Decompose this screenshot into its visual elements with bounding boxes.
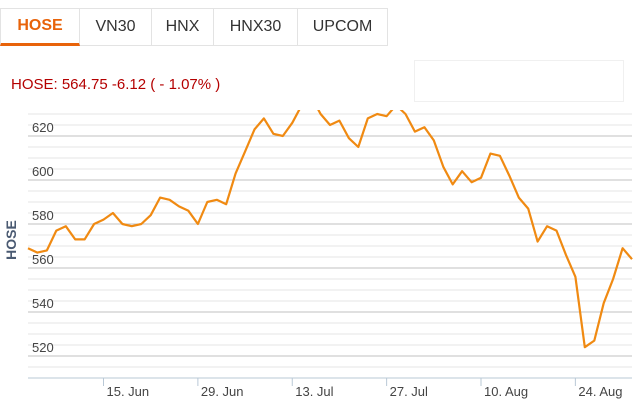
x-tick-label: 13. Jul [295,384,333,399]
y-tick-label: 560 [32,252,54,267]
y-tick-label: 520 [32,340,54,355]
tab-vn30[interactable]: VN30 [80,8,152,46]
x-tick-label: 10. Aug [484,384,528,399]
y-tick-label: 580 [32,208,54,223]
tab-upcom[interactable]: UPCOM [298,8,388,46]
tab-hnx[interactable]: HNX [152,8,214,46]
index-tabs: HOSE VN30 HNX HNX30 UPCOM [0,8,388,48]
x-tick-label: 29. Jun [201,384,244,399]
x-tick-label: 27. Jul [390,384,428,399]
tab-hose[interactable]: HOSE [0,8,80,46]
x-tick-label: 15. Jun [107,384,150,399]
y-tick-label: 540 [32,296,54,311]
series-line-hose [27,110,633,349]
index-summary: HOSE: 564.75 -6.12 ( - 1.07% ) [11,76,221,93]
blank-panel [414,60,624,102]
y-tick-label: 600 [32,164,54,179]
y-axis-title: HOSE [3,220,19,260]
x-tick-label: 24. Aug [578,384,622,399]
tab-hnx30[interactable]: HNX30 [214,8,298,46]
index-line-chart: 520 540 560 580 600 620 15. Jun 29. Jun 13. Jul 2… [3,110,633,399]
y-tick-label: 620 [32,120,54,135]
